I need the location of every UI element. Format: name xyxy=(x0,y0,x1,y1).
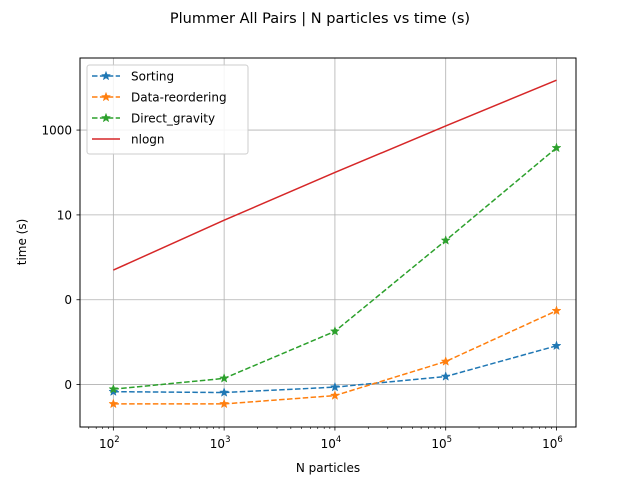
ticks: 102 103 104 105 106 0 0 10 1000 xyxy=(41,124,562,451)
x-tick-label: 103 xyxy=(210,435,231,451)
data-point-direct-gravity xyxy=(440,235,451,245)
legend-marker-direct-gravity xyxy=(100,112,112,123)
legend: Sorting Data-reordering Direct_gravitynlog… xyxy=(86,64,249,155)
legend-label-direct-gravity: Direct_gravity xyxy=(131,112,215,126)
data-point-data-reordering xyxy=(440,356,451,366)
legend-label-nlogn: nlogn xyxy=(131,133,165,147)
x-axis-label: N particles xyxy=(296,461,360,475)
series-direct-gravity xyxy=(108,142,562,394)
x-tick-label: 102 xyxy=(99,435,120,451)
y-tick-label: 0 xyxy=(64,378,72,392)
data-point-data-reordering xyxy=(108,398,119,409)
x-tick-label: 106 xyxy=(542,435,563,451)
data-point-direct-gravity xyxy=(329,326,340,336)
series-data-reordering xyxy=(108,305,562,409)
data-point-sorting xyxy=(329,381,340,392)
series-nlogn xyxy=(113,79,557,271)
data-point-direct-gravity xyxy=(551,142,562,153)
data-point-direct-gravity xyxy=(219,373,230,383)
y-axis-label: time (s) xyxy=(15,219,29,266)
series-line-nlogn xyxy=(113,79,557,271)
data-point-sorting xyxy=(551,340,562,351)
plot-frame xyxy=(79,57,577,428)
legend-marker-sorting xyxy=(100,70,112,81)
data-point-data-reordering xyxy=(219,398,230,409)
x-tick-label: 105 xyxy=(431,435,452,451)
legend-label-data-reordering: Data-reordering xyxy=(131,91,227,105)
y-tick-label: 0 xyxy=(64,293,72,307)
y-tick-label: 1000 xyxy=(41,124,72,138)
data-point-sorting xyxy=(219,387,230,397)
chart-title: Plummer All Pairs | N particles vs time … xyxy=(170,11,470,27)
legend-marker-data-reordering xyxy=(100,91,112,102)
legend-label-sorting: Sorting xyxy=(131,70,174,84)
data-point-data-reordering xyxy=(551,305,562,316)
data-point-data-reordering xyxy=(329,390,340,400)
legend-box xyxy=(86,64,249,155)
y-tick-label: 10 xyxy=(57,208,72,222)
data-point-sorting xyxy=(440,371,451,381)
x-tick-label: 104 xyxy=(321,435,342,451)
data-point-direct-gravity xyxy=(108,383,119,394)
series-layer xyxy=(108,79,562,409)
